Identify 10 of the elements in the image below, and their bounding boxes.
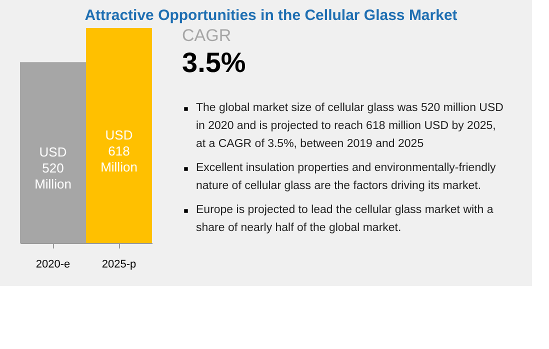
- text: The global market size of cellular glass was 520 million USD in 2020 and is projected to reach 618 million USD by 2025, at a CAGR of 3.5%, between 2019 and 2025: [196, 102, 504, 150]
- text: 3.5%: [182, 47, 246, 78]
- x-tick-label: 2020-e: [36, 258, 70, 270]
- text: Attractive Opportunities in the Cellular Glass Market: [84, 7, 458, 24]
- text: Excellent insulation properties and environmentally-friendly nature of cellular glass are the factors driving its market.: [196, 162, 496, 192]
- x-tick-label: 2025-p: [102, 258, 136, 270]
- text: Europe is projected to lead the cellular glass market with a share of nearly half of the global market.: [196, 204, 494, 234]
- text: CAGR: [182, 26, 232, 45]
- data-label: USD 618 Million: [100, 128, 138, 174]
- data-label: USD 520 Million: [34, 144, 72, 192]
